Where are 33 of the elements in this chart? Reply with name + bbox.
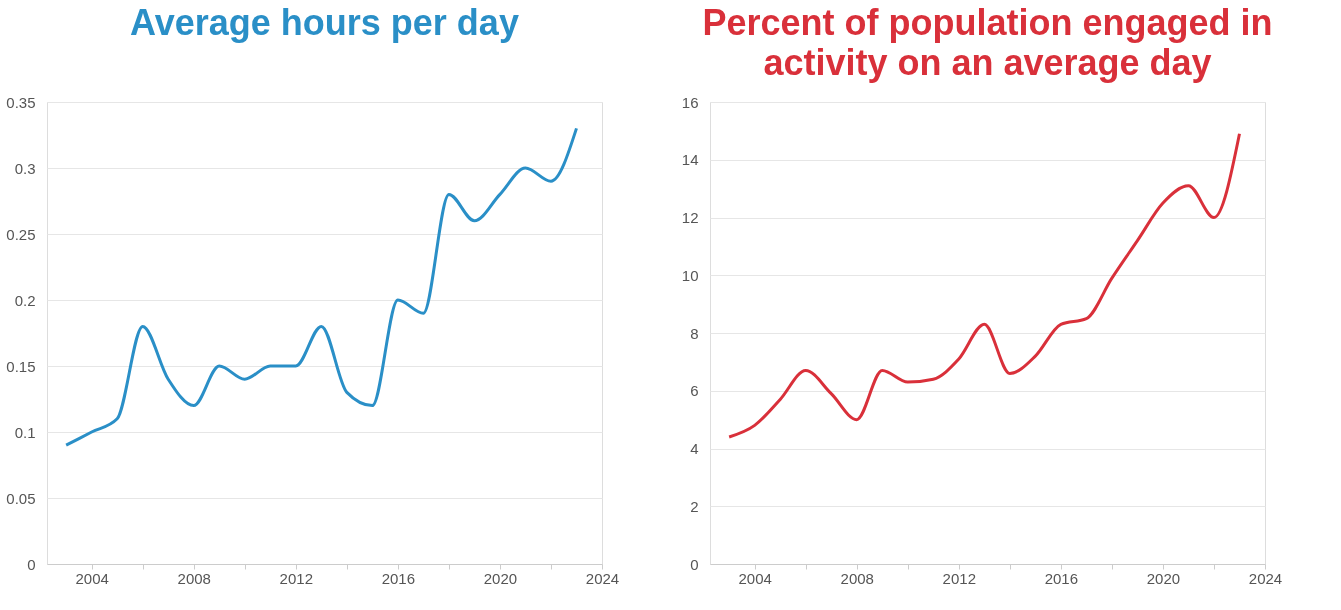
- y-tick-label: 8: [690, 324, 699, 342]
- y-tick-label: 2: [690, 497, 699, 515]
- x-tick-label: 2020: [483, 569, 518, 587]
- chart-title: Average hours per day: [130, 2, 519, 43]
- y-tick-label: 0.1: [14, 423, 36, 441]
- y-tick-label: 0.2: [14, 291, 36, 309]
- line-series: [727, 132, 1241, 439]
- x-tick-label: 2008: [177, 569, 211, 587]
- x-tick-label: 2024: [585, 569, 620, 587]
- y-tick-label: 6: [690, 382, 699, 400]
- y-tick-label: 0.3: [14, 159, 36, 177]
- x-tick-label: 2012: [942, 569, 976, 587]
- y-tick-label: 4: [690, 440, 699, 457]
- x-tick-label: 2016: [1044, 569, 1079, 587]
- x-tick-label: 2024: [1248, 569, 1283, 587]
- y-tick-label: 0: [27, 555, 36, 573]
- x-tick-label: 2004: [75, 569, 109, 587]
- y-tick-label: 10: [681, 266, 699, 284]
- y-tick-label: 0.25: [6, 225, 36, 243]
- y-tick-label: 16: [681, 93, 699, 111]
- y-tick-label: 0.05: [6, 489, 36, 507]
- x-tick-label: 2008: [840, 569, 874, 587]
- y-tick-label: 0.15: [6, 357, 36, 375]
- x-tick-label: 2020: [1146, 569, 1181, 587]
- y-tick-label: 0: [690, 555, 699, 573]
- y-tick-label: 0.35: [6, 93, 36, 111]
- chart-title: Percent of population engaged in activity on an average day: [702, 2, 1273, 83]
- line-series: [64, 126, 578, 447]
- y-tick-label: 12: [681, 209, 699, 226]
- x-tick-label: 2004: [738, 569, 772, 587]
- x-tick-label: 2016: [381, 569, 416, 587]
- x-tick-label: 2012: [279, 569, 313, 587]
- y-tick-label: 14: [681, 151, 699, 169]
